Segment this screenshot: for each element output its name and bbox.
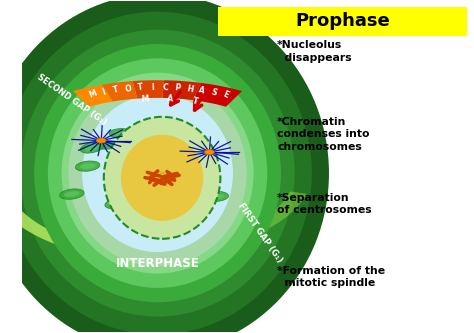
- Polygon shape: [73, 85, 112, 107]
- Ellipse shape: [125, 148, 163, 161]
- Ellipse shape: [159, 211, 182, 223]
- Text: M: M: [87, 89, 98, 100]
- Ellipse shape: [109, 200, 125, 206]
- Ellipse shape: [168, 178, 174, 182]
- Ellipse shape: [204, 150, 214, 155]
- Ellipse shape: [108, 180, 145, 190]
- Ellipse shape: [114, 131, 129, 136]
- Ellipse shape: [165, 162, 195, 170]
- Text: E: E: [221, 90, 229, 100]
- Polygon shape: [226, 191, 307, 242]
- Ellipse shape: [68, 80, 246, 266]
- Ellipse shape: [64, 191, 80, 197]
- Ellipse shape: [80, 142, 104, 153]
- Text: I: I: [101, 87, 107, 97]
- Ellipse shape: [160, 183, 191, 196]
- Ellipse shape: [122, 191, 156, 202]
- Polygon shape: [102, 81, 137, 102]
- Ellipse shape: [150, 174, 156, 177]
- Ellipse shape: [164, 214, 178, 221]
- Text: T: T: [191, 96, 199, 106]
- Ellipse shape: [155, 181, 160, 184]
- Text: T: T: [112, 85, 120, 95]
- Text: SYNTHESIS: SYNTHESIS: [0, 158, 19, 215]
- Polygon shape: [118, 237, 223, 253]
- Ellipse shape: [48, 58, 267, 288]
- Text: Prophase: Prophase: [295, 12, 390, 30]
- Text: FIRST GAP (G₁): FIRST GAP (G₁): [237, 202, 284, 265]
- Ellipse shape: [117, 162, 153, 170]
- Text: M: M: [141, 94, 149, 104]
- Text: *Formation of the
  mitotic spindle: *Formation of the mitotic spindle: [277, 266, 385, 288]
- Ellipse shape: [105, 198, 129, 209]
- Ellipse shape: [204, 191, 228, 201]
- Text: *Nucleolus
  disappears: *Nucleolus disappears: [277, 41, 352, 63]
- Ellipse shape: [85, 144, 100, 151]
- Text: T: T: [137, 83, 144, 93]
- Text: C: C: [162, 83, 168, 92]
- Ellipse shape: [80, 164, 95, 169]
- Ellipse shape: [175, 198, 203, 209]
- FancyBboxPatch shape: [219, 7, 466, 36]
- Text: I: I: [151, 83, 155, 92]
- Text: A: A: [198, 85, 206, 96]
- Ellipse shape: [159, 171, 165, 175]
- Ellipse shape: [121, 135, 203, 221]
- Ellipse shape: [82, 94, 233, 252]
- Text: A: A: [167, 94, 173, 104]
- Ellipse shape: [0, 0, 329, 333]
- Ellipse shape: [34, 44, 281, 302]
- Ellipse shape: [20, 30, 295, 317]
- Text: O: O: [124, 84, 132, 94]
- Ellipse shape: [138, 138, 168, 144]
- Text: S: S: [210, 87, 218, 98]
- Text: SECOND GAP (G₂): SECOND GAP (G₂): [36, 72, 108, 127]
- Ellipse shape: [209, 194, 224, 199]
- Polygon shape: [193, 83, 242, 107]
- Ellipse shape: [168, 174, 174, 177]
- Text: H: H: [186, 84, 194, 94]
- Text: *Separation
of centrosomes: *Separation of centrosomes: [277, 193, 372, 215]
- Ellipse shape: [62, 73, 254, 274]
- Text: *Chromatin
condenses into
chromosomes: *Chromatin condenses into chromosomes: [277, 117, 370, 152]
- Ellipse shape: [60, 189, 84, 199]
- Text: INTERPHASE: INTERPHASE: [116, 257, 200, 270]
- Polygon shape: [133, 80, 164, 99]
- Ellipse shape: [75, 161, 100, 171]
- Polygon shape: [163, 80, 201, 100]
- Ellipse shape: [3, 12, 312, 333]
- Text: P: P: [174, 83, 181, 93]
- Ellipse shape: [109, 129, 134, 139]
- Polygon shape: [0, 194, 118, 259]
- Ellipse shape: [96, 138, 106, 143]
- Ellipse shape: [104, 117, 220, 239]
- Ellipse shape: [96, 141, 129, 150]
